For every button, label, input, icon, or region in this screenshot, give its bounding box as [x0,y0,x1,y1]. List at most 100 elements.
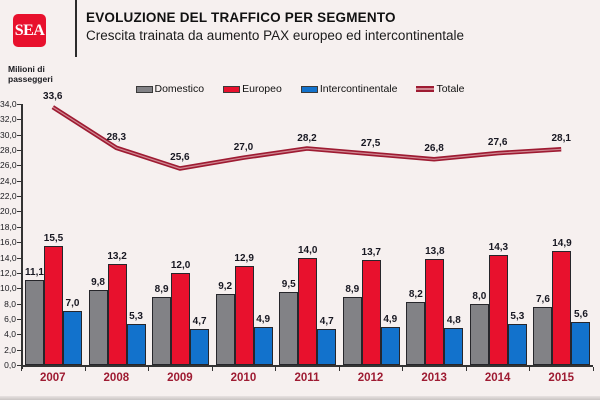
x-axis-label-2007: 2007 [39,372,66,384]
bar-intercontinentale-2012 [380,327,400,365]
y-axis-tick [17,119,21,121]
x-axis-line [21,365,593,367]
totale-value-label: 33,6 [43,91,63,103]
bar-europeo-2010 [234,265,254,365]
bar-domestico-2014 [469,303,489,365]
y-axis-tick-label: 24,0 [0,175,17,186]
bar-value-label: 4,8 [446,315,461,327]
legend-item-europeo: Europeo [223,83,282,95]
bar-intercontinentale-2013 [444,328,464,365]
bar-domestico-2015 [533,306,553,365]
x-axis-label-2008: 2008 [103,372,130,384]
legend-item-intercontinentale: Intercontinentale [300,83,397,95]
bar-value-label: 4,7 [192,315,207,327]
bar-domestico-2009 [152,296,172,365]
bar-value-label: 7,6 [535,293,550,305]
x-axis-tick [21,367,22,371]
y-axis-title: Milioni di passeggeri [8,64,53,84]
bar-domestico-2007 [25,279,44,365]
x-axis-label-2014: 2014 [484,372,511,384]
y-axis-tick [17,150,21,152]
x-axis-tick [402,367,404,371]
bar-europeo-2008 [107,263,127,365]
bar-value-label: 12,9 [234,252,254,264]
totale-value-label: 27,6 [487,137,508,149]
x-axis-label-2011: 2011 [294,372,320,384]
bar-value-label: 4,9 [383,314,398,326]
bar-value-label: 13,2 [107,250,127,262]
bar-europeo-2013 [425,259,445,365]
totale-value-label: 26,8 [424,143,444,155]
x-axis-label-2009: 2009 [167,372,193,384]
bar-value-label: 13,7 [361,246,381,258]
bar-europeo-2014 [488,255,508,365]
bar-europeo-2011 [298,257,318,365]
bar-value-label: 9,2 [218,281,233,293]
x-axis-label-2012: 2012 [357,372,384,384]
legend-item-totale: Totale [416,83,464,95]
legend-color-swatch [135,85,153,93]
y-axis-line [21,104,23,369]
bar-value-label: 8,9 [154,283,169,295]
bar-domestico-2011 [279,292,299,365]
bar-intercontinentale-2009 [190,328,210,365]
x-axis-tick [275,367,277,371]
y-axis-tick-label: 2,0 [4,344,16,355]
x-axis-label-2010: 2010 [230,372,257,384]
y-axis-tick-label: 22,0 [0,191,17,202]
totale-value-label: 25,6 [170,152,190,164]
y-axis-tick [17,226,21,228]
bar-value-label: 9,8 [91,276,105,288]
bar-value-label: 11,1 [25,266,44,278]
page-title: EVOLUZIONE DEL TRAFFICO PER SEGMENTO [86,10,396,25]
y-axis-tick [17,272,21,274]
chart-legend: Domestico Europeo Intercontinentale Totale [0,83,600,95]
bar-value-label: 14,9 [552,237,572,249]
bar-domestico-2010 [215,294,235,365]
x-axis-tick [148,367,150,371]
bar-domestico-2008 [88,289,108,365]
bar-europeo-2007 [44,246,63,365]
y-axis-tick-label: 18,0 [0,221,17,232]
y-axis-tick-label: 0,0 [4,360,16,370]
bar-value-label: 13,8 [425,246,445,258]
x-axis-tick [211,367,213,371]
bar-intercontinentale-2008 [126,324,146,365]
y-axis-tick-label: 10,0 [0,283,17,294]
bar-value-label: 15,5 [43,233,64,244]
y-axis-tick-label: 4,0 [4,329,16,340]
bar-value-label: 14,3 [488,242,509,254]
bar-europeo-2015 [552,250,572,365]
bar-intercontinentale-2014 [507,324,527,365]
page-subtitle: Crescita trainata da aumento PAX europeo… [86,28,464,43]
y-axis-tick [17,134,21,136]
x-axis-label-2013: 2013 [421,372,447,384]
y-axis-tick [17,104,21,105]
bar-intercontinentale-2010 [253,327,273,365]
bar-value-label: 8,2 [408,289,423,301]
y-axis-tick [17,180,21,182]
totale-value-label: 27,0 [233,141,254,153]
bottom-edge [0,396,600,400]
y-axis-title-line2: passeggeri [8,74,53,84]
bar-domestico-2013 [406,302,426,365]
y-axis-tick [17,318,21,320]
y-axis-tick [17,196,21,198]
y-axis-tick-label: 16,0 [0,237,17,248]
x-axis-tick [84,367,86,371]
y-axis-tick-label: 32,0 [0,114,17,125]
bar-value-label: 5,6 [573,309,588,320]
bar-value-label: 8,9 [345,283,360,295]
bar-value-label: 12,0 [170,259,191,271]
bar-value-label: 9,5 [281,279,296,291]
y-axis-tick-label: 26,0 [0,160,17,171]
sea-logo: SEA [13,14,46,47]
bar-value-label: 4,9 [256,314,271,326]
y-axis-tick-label: 28,0 [0,145,17,156]
legend-color-swatch [300,85,318,93]
bar-intercontinentale-2015 [571,322,591,365]
totale-value-label: 27,5 [360,137,381,149]
x-axis-tick [593,367,594,371]
